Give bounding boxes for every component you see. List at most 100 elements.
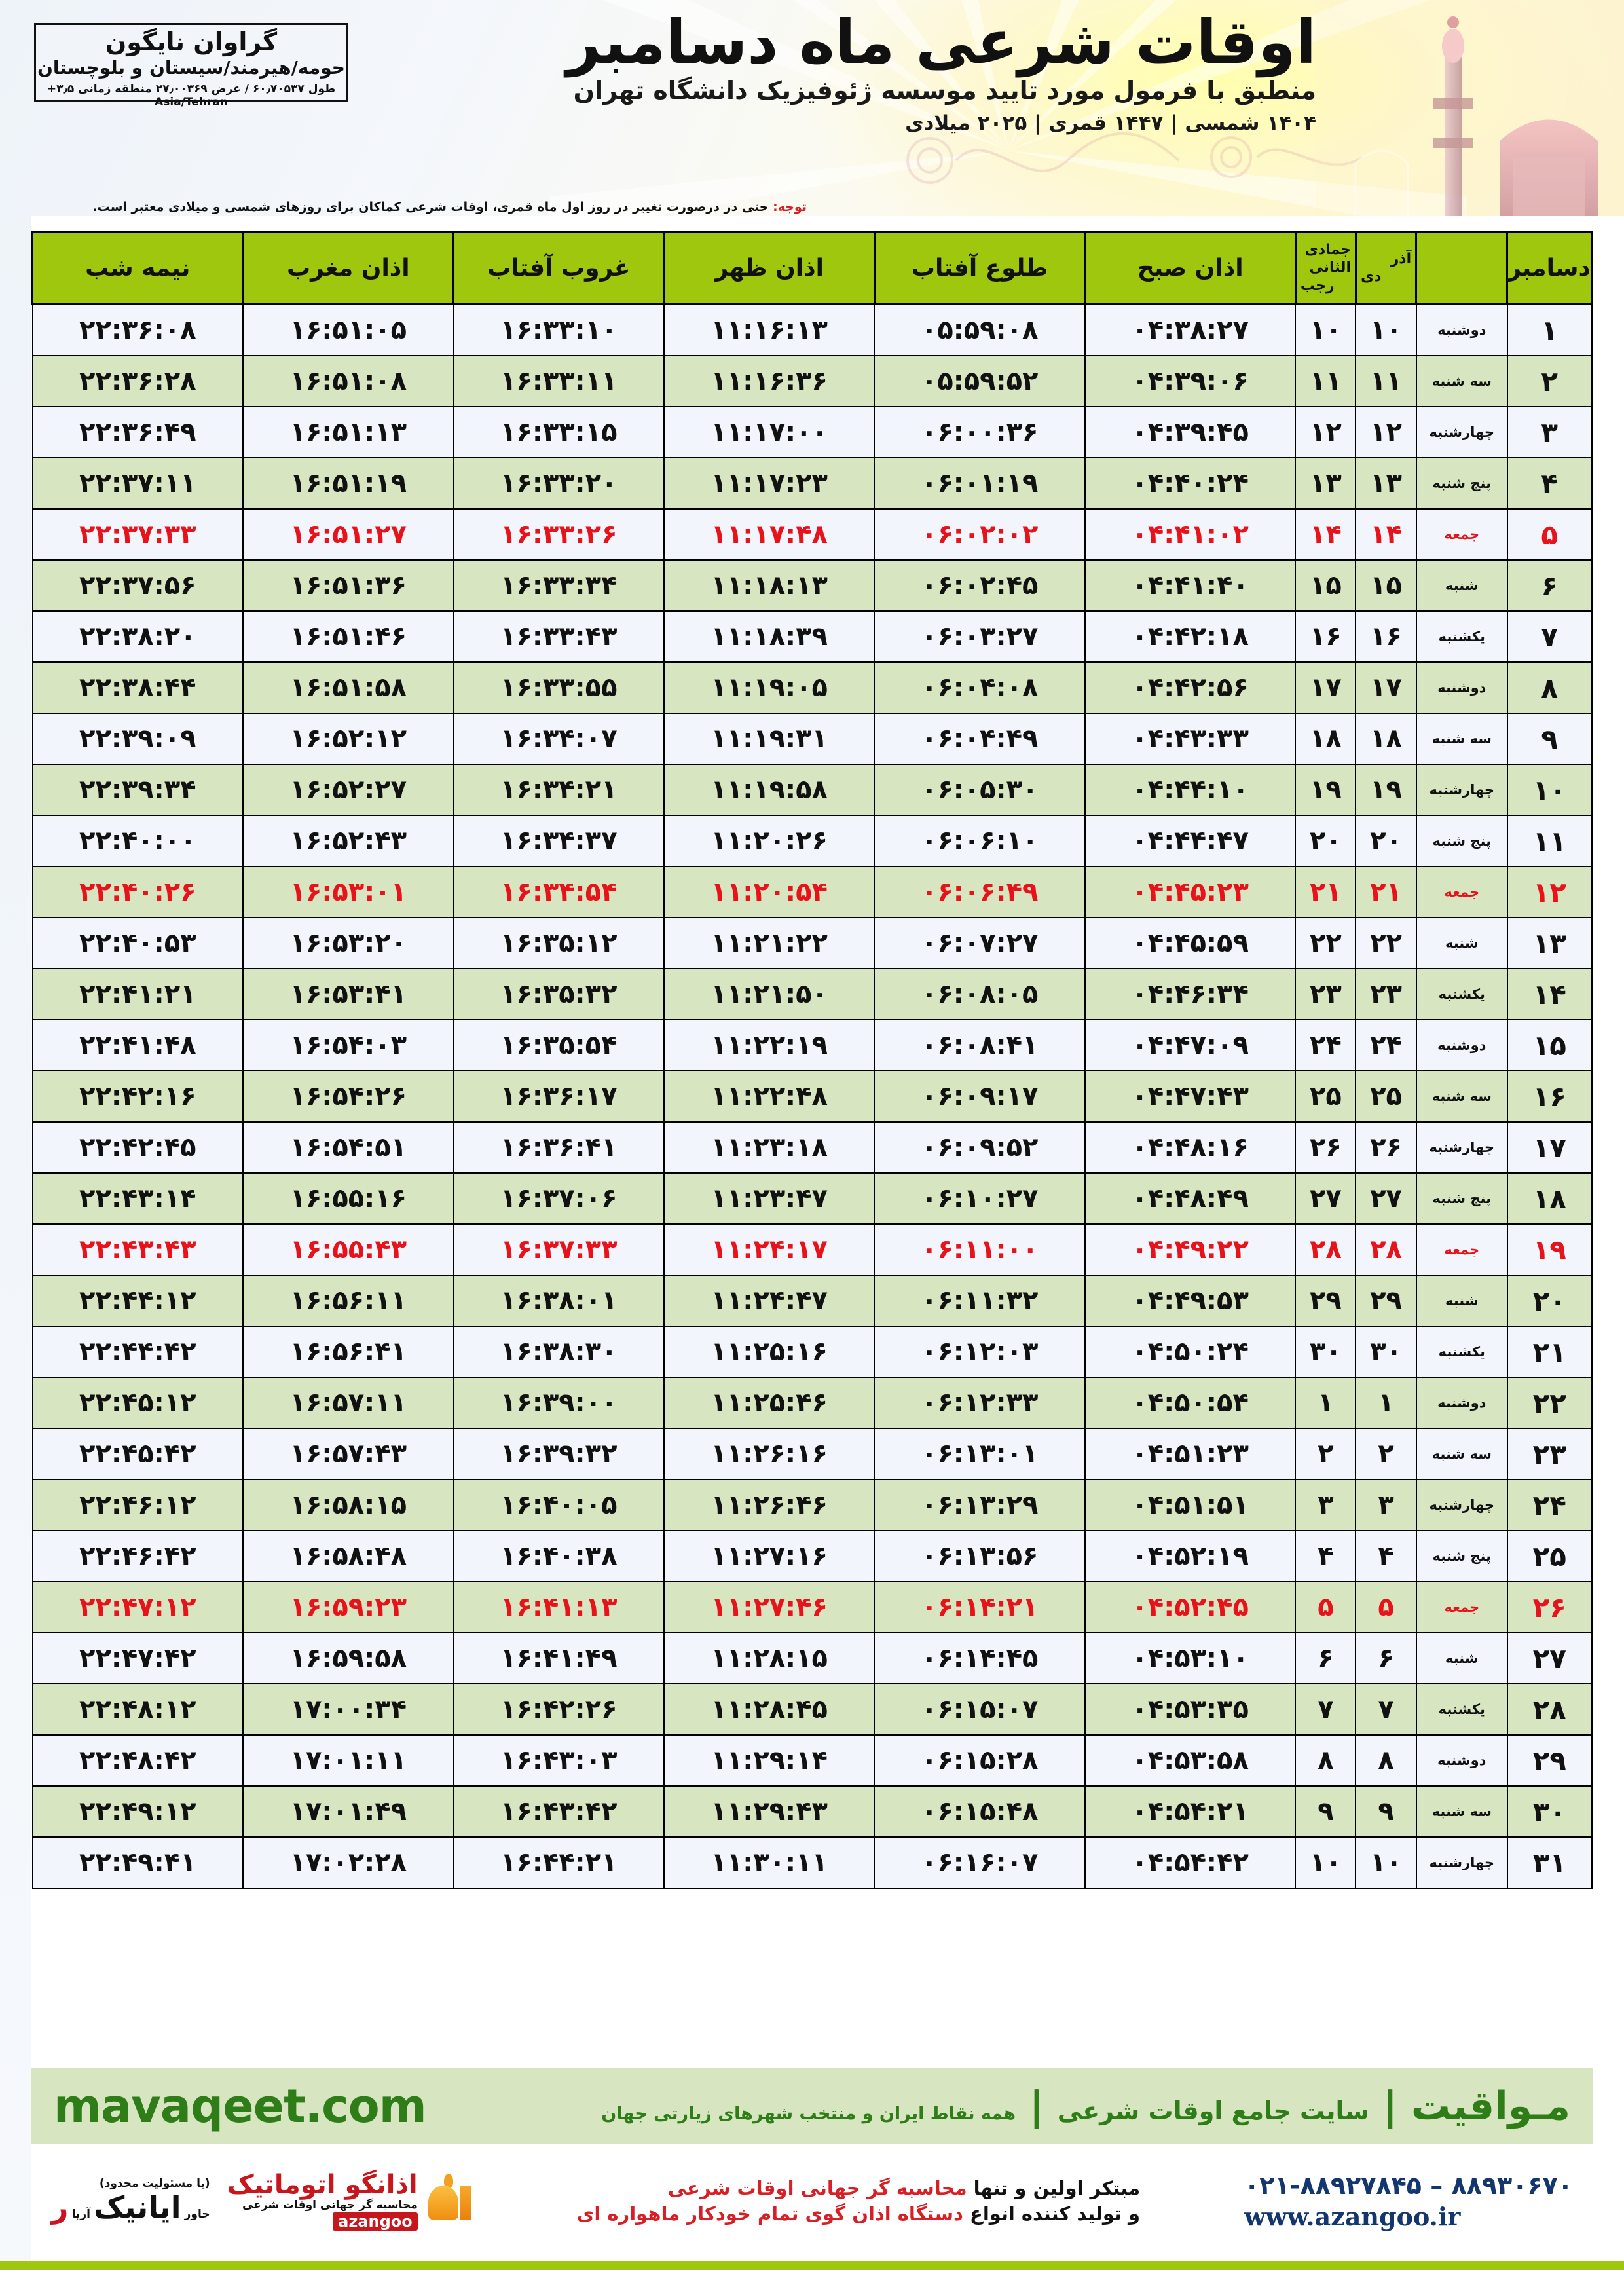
cell-maghrib: ۱۶:۵۲:۲۷ bbox=[242, 764, 454, 816]
cell-midnight: ۲۲:۴۷:۱۲ bbox=[31, 1581, 244, 1633]
prayer-times-table: دسامبر آذر دی جمادی الثانی رجب اذان صبح … bbox=[31, 231, 1593, 1889]
cell-sunrise: ۰۶:۰۲:۰۲ bbox=[874, 508, 1086, 561]
cell-maghrib: ۱۶:۵۸:۴۸ bbox=[242, 1530, 454, 1582]
brand-website[interactable]: mavaqeet.com bbox=[54, 2079, 427, 2133]
cell-dhuhr: ۱۱:۲۲:۴۸ bbox=[663, 1070, 876, 1123]
cell-shamsi: ۶ bbox=[1355, 1632, 1417, 1684]
azangoo-logo-sub: محاسبه گر جهانی اوقات شرعی bbox=[242, 2198, 418, 2212]
cell-shamsi: ۱۰ bbox=[1355, 1836, 1417, 1889]
cell-day: ۵ bbox=[1506, 508, 1593, 561]
cell-sunset: ۱۶:۳۳:۳۴ bbox=[452, 559, 665, 612]
cell-midnight: ۲۲:۳۶:۲۸ bbox=[31, 355, 244, 407]
footer-contact: ۰۲۱-۸۸۹۲۷۸۴۵ – ۸۸۹۳۰۶۷۰ www.azangoo.ir bbox=[1244, 2170, 1573, 2233]
cell-day: ۱۶ bbox=[1506, 1070, 1593, 1123]
col-header-dhuhr: اذان ظهر bbox=[663, 231, 876, 305]
cell-sunrise: ۰۶:۱۶:۰۷ bbox=[874, 1836, 1086, 1889]
cell-maghrib: ۱۶:۵۱:۰۸ bbox=[242, 355, 454, 407]
cell-sunset: ۱۶:۳۴:۰۷ bbox=[452, 713, 665, 765]
dome-icon bbox=[424, 2174, 473, 2229]
cell-dow: دوشنبه bbox=[1415, 1019, 1508, 1071]
cell-dhuhr: ۱۱:۲۴:۴۷ bbox=[663, 1275, 876, 1327]
cell-sunrise: ۰۶:۰۶:۴۹ bbox=[874, 866, 1086, 918]
cell-midnight: ۲۲:۳۶:۴۹ bbox=[31, 406, 244, 458]
cell-sunset: ۱۶:۳۴:۲۱ bbox=[452, 764, 665, 816]
col-header-sunset: غروب آفتاب bbox=[452, 231, 665, 305]
cell-sunrise: ۰۶:۰۱:۱۹ bbox=[874, 457, 1086, 510]
cell-sunset: ۱۶:۳۳:۴۳ bbox=[452, 610, 665, 663]
cell-fajr: ۰۴:۵۲:۴۵ bbox=[1084, 1581, 1297, 1633]
table-row: ۱۸ پنج شنبه ۲۷ ۲۷ ۰۴:۴۸:۴۹ ۰۶:۱۰:۲۷ ۱۱:۲۳:۴۷ ۱۶… bbox=[31, 1172, 1593, 1225]
cell-dhuhr: ۱۱:۲۹:۴۳ bbox=[663, 1785, 876, 1838]
cell-dhuhr: ۱۱:۱۸:۱۳ bbox=[663, 559, 876, 612]
cell-dow: شنبه bbox=[1415, 917, 1508, 969]
cell-dhuhr: ۱۱:۲۱:۲۲ bbox=[663, 917, 876, 969]
footer-website[interactable]: www.azangoo.ir bbox=[1244, 2202, 1461, 2231]
cell-day: ۲۱ bbox=[1506, 1326, 1593, 1378]
cell-shamsi: ۱۶ bbox=[1355, 610, 1417, 663]
cell-sunrise: ۰۶:۱۰:۲۷ bbox=[874, 1172, 1086, 1225]
rayaneek-logo-sub2: خاور bbox=[184, 2208, 210, 2222]
col-header-weekday bbox=[1415, 231, 1509, 305]
cell-dow: پنج شنبه bbox=[1415, 1172, 1508, 1225]
cell-hijri: ۱۵ bbox=[1295, 559, 1357, 612]
col-header-shamsi-top: آذر bbox=[1390, 250, 1412, 267]
cell-hijri: ۲۱ bbox=[1295, 866, 1357, 918]
cell-midnight: ۲۲:۴۲:۱۶ bbox=[31, 1070, 244, 1123]
cell-fajr: ۰۴:۴۰:۲۴ bbox=[1084, 457, 1297, 510]
table-row: ۲۴ چهارشنبه ۳ ۳ ۰۴:۵۱:۵۱ ۰۶:۱۳:۲۹ ۱۱:۲۶:۴۶ ۱۶:۴… bbox=[31, 1479, 1593, 1531]
table-row: ۳۱ چهارشنبه ۱۰ ۱۰ ۰۴:۵۴:۴۲ ۰۶:۱۶:۰۷ ۱۱:۳۰:۱۱ ۱۶… bbox=[31, 1836, 1593, 1889]
cell-dhuhr: ۱۱:۱۶:۳۶ bbox=[663, 355, 876, 407]
cell-fajr: ۰۴:۴۴:۱۰ bbox=[1084, 764, 1297, 816]
cell-shamsi: ۹ bbox=[1355, 1785, 1417, 1838]
cell-fajr: ۰۴:۵۰:۵۴ bbox=[1084, 1377, 1297, 1429]
azangoo-logo[interactable]: اذانگو اتوماتیک محاسبه گر جهانی اوقات شر… bbox=[227, 2172, 473, 2231]
cell-sunset: ۱۶:۳۸:۰۱ bbox=[452, 1275, 665, 1327]
cell-day: ۶ bbox=[1506, 559, 1593, 612]
cell-hijri: ۲۵ bbox=[1295, 1070, 1357, 1123]
cell-dow: سه شنبه bbox=[1415, 1070, 1508, 1123]
brand-tagline: سایت جامع اوقات شرعی bbox=[1057, 2096, 1370, 2125]
note-text: حتی در درصورت تغییر در روز اول ماه قمری،… bbox=[92, 200, 769, 214]
cell-midnight: ۲۲:۴۴:۱۲ bbox=[31, 1275, 244, 1327]
table-row: ۲۱ یکشنبه ۳۰ ۳۰ ۰۴:۵۰:۲۴ ۰۶:۱۲:۰۳ ۱۱:۲۵:۱۶ ۱۶:۳… bbox=[31, 1326, 1593, 1378]
cell-dow: یکشنبه bbox=[1415, 1326, 1508, 1378]
cell-fajr: ۰۴:۵۱:۵۱ bbox=[1084, 1479, 1297, 1531]
table-row: ۱۳ شنبه ۲۲ ۲۲ ۰۴:۴۵:۵۹ ۰۶:۰۷:۲۷ ۱۱:۲۱:۲۲ ۱۶:۳۵:… bbox=[31, 917, 1593, 969]
cell-shamsi: ۱۳ bbox=[1355, 457, 1417, 510]
cell-shamsi: ۷ bbox=[1355, 1683, 1417, 1736]
rayaneek-logo-sub1: آریا bbox=[71, 2208, 90, 2222]
col-header-shamsi-bot: دی bbox=[1360, 269, 1382, 285]
table-row: ۲۶ جمعه ۵ ۵ ۰۴:۵۲:۴۵ ۰۶:۱۴:۲۱ ۱۱:۲۷:۴۶ ۱۶:۴۱:۱۳… bbox=[31, 1581, 1593, 1633]
cell-midnight: ۲۲:۴۳:۴۳ bbox=[31, 1223, 244, 1276]
cell-shamsi: ۲ bbox=[1355, 1428, 1417, 1480]
cell-hijri: ۱۳ bbox=[1295, 457, 1357, 510]
cell-fajr: ۰۴:۴۵:۵۹ bbox=[1084, 917, 1297, 969]
cell-hijri: ۲۶ bbox=[1295, 1121, 1357, 1174]
table-row: ۳ چهارشنبه ۱۲ ۱۲ ۰۴:۳۹:۴۵ ۰۶:۰۰:۳۶ ۱۱:۱۷:۰۰ ۱۶:… bbox=[31, 406, 1593, 458]
cell-sunset: ۱۶:۴۳:۴۲ bbox=[452, 1785, 665, 1838]
cell-midnight: ۲۲:۴۹:۴۱ bbox=[31, 1836, 244, 1889]
cell-fajr: ۰۴:۳۹:۴۵ bbox=[1084, 406, 1297, 458]
cell-midnight: ۲۲:۴۴:۴۲ bbox=[31, 1326, 244, 1378]
cell-day: ۹ bbox=[1506, 713, 1593, 765]
cell-sunset: ۱۶:۳۵:۵۴ bbox=[452, 1019, 665, 1071]
cell-sunset: ۱۶:۳۳:۱۵ bbox=[452, 406, 665, 458]
page-title: اوقات شرعی ماه دسامبر bbox=[566, 7, 1317, 77]
azangoo-logo-title: اذانگو اتوماتیک bbox=[227, 2169, 418, 2200]
cell-dhuhr: ۱۱:۱۹:۰۵ bbox=[663, 661, 876, 714]
cell-dhuhr: ۱۱:۳۰:۱۱ bbox=[663, 1836, 876, 1889]
cell-sunset: ۱۶:۳۷:۰۶ bbox=[452, 1172, 665, 1225]
location-city: گراوان نایگون bbox=[105, 28, 278, 56]
cell-sunrise: ۰۶:۱۱:۳۲ bbox=[874, 1275, 1086, 1327]
table-row: ۲۲ دوشنبه ۱ ۱ ۰۴:۵۰:۵۴ ۰۶:۱۲:۳۳ ۱۱:۲۵:۴۶ ۱۶:۳۹:… bbox=[31, 1377, 1593, 1429]
cell-sunset: ۱۶:۴۲:۲۶ bbox=[452, 1683, 665, 1736]
cell-shamsi: ۳ bbox=[1355, 1479, 1417, 1531]
cell-dow: جمعه bbox=[1415, 508, 1508, 561]
cell-dow: پنج شنبه bbox=[1415, 815, 1508, 867]
cell-sunset: ۱۶:۳۳:۲۰ bbox=[452, 457, 665, 510]
cell-sunrise: ۰۶:۰۴:۰۸ bbox=[874, 661, 1086, 714]
cell-midnight: ۲۲:۴۵:۱۲ bbox=[31, 1377, 244, 1429]
sun-rays-decoration bbox=[550, 0, 1467, 216]
cell-sunrise: ۰۶:۱۴:۴۵ bbox=[874, 1632, 1086, 1684]
rayaneek-logo[interactable]: (با مسئولیت محدود) خاور ایانیک آریا ر bbox=[51, 2177, 210, 2225]
